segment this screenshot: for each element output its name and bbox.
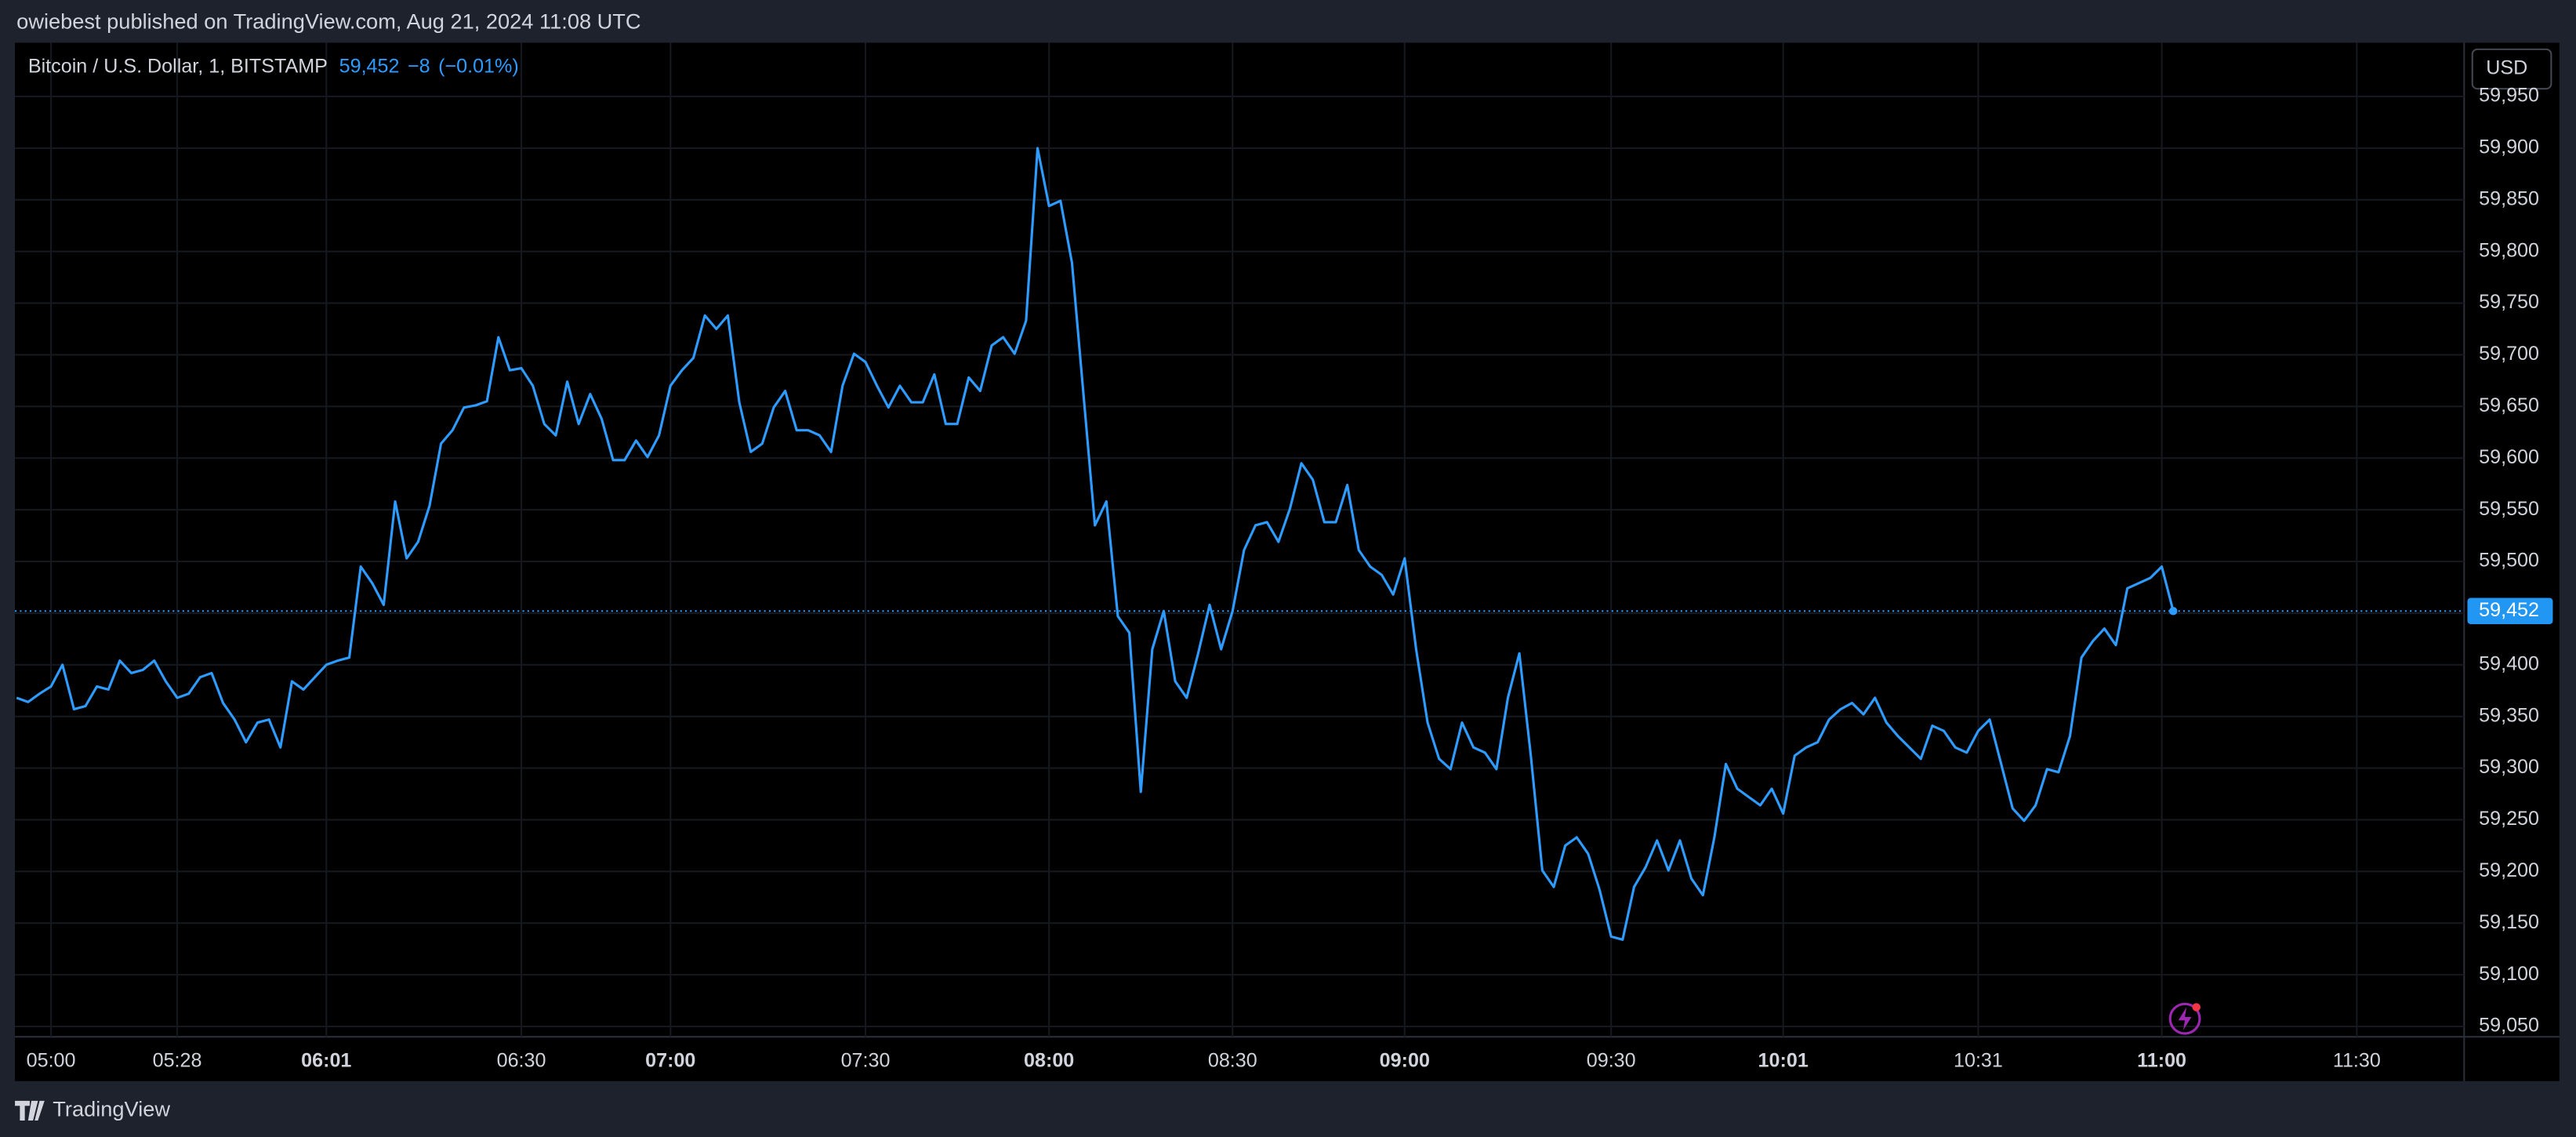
logo xyxy=(15,1100,45,1121)
x-tick-label: 10:01 xyxy=(1758,1049,1809,1071)
y-tick-label: 59,300 xyxy=(2479,756,2539,778)
notification-dot xyxy=(2192,1003,2200,1012)
x-tick-label: 08:00 xyxy=(1024,1049,1074,1071)
y-tick-label: 59,900 xyxy=(2479,136,2539,158)
y-tick-label: 59,050 xyxy=(2479,1015,2539,1037)
grid xyxy=(15,42,2465,1037)
y-tick-label: 59,600 xyxy=(2479,446,2539,468)
y-tick-label: 59,850 xyxy=(2479,187,2539,209)
x-tick-label: 08:30 xyxy=(1208,1049,1257,1071)
currency-label[interactable]: USD xyxy=(2486,57,2527,79)
x-tick-label: 07:30 xyxy=(841,1049,891,1071)
y-tick-label: 59,100 xyxy=(2479,963,2539,985)
header-change-percent: (−0.01%) xyxy=(438,56,519,78)
last-price-label: 59,452 xyxy=(2479,599,2539,621)
lightning-glyph xyxy=(2178,1007,2192,1030)
x-tick-label: 06:01 xyxy=(301,1049,351,1071)
x-tick-label: 05:28 xyxy=(153,1049,202,1071)
header-price: 59,452 xyxy=(339,56,400,78)
x-tick-label: 07:00 xyxy=(645,1049,695,1071)
x-tick-label: 11:30 xyxy=(2333,1049,2381,1071)
y-tick-label: 59,550 xyxy=(2479,498,2539,520)
x-tick-label: 11:00 xyxy=(2137,1049,2186,1071)
symbol: Bitcoin / U.S. Dollar, 1, BITSTAMP xyxy=(28,56,328,78)
x-tick-label: 06:30 xyxy=(497,1049,546,1071)
x-tick-label: 09:00 xyxy=(1380,1049,1430,1071)
y-tick-label: 59,500 xyxy=(2479,550,2539,572)
x-tick-label: 10:31 xyxy=(1954,1049,2003,1071)
y-tick-label: 59,150 xyxy=(2479,911,2539,933)
header-change: −8 xyxy=(408,56,430,78)
x-tick-label: 09:30 xyxy=(1587,1049,1636,1071)
brand: TradingView xyxy=(53,1097,170,1121)
currency-button[interactable] xyxy=(2471,48,2552,90)
last-price-badge xyxy=(2467,598,2553,625)
y-tick-label: 59,750 xyxy=(2479,291,2539,313)
y-tick-label: 59,650 xyxy=(2479,394,2539,416)
y-tick-label: 59,250 xyxy=(2479,808,2539,830)
y-tick-label: 59,700 xyxy=(2479,343,2539,365)
lightning-icon[interactable] xyxy=(2168,1002,2201,1035)
y-tick-label: 59,800 xyxy=(2479,239,2539,261)
y-tick-label: 59,950 xyxy=(2479,85,2539,107)
price-line xyxy=(16,147,2175,941)
y-tick-label: 59,350 xyxy=(2479,704,2539,726)
y-tick-label: 59,200 xyxy=(2479,859,2539,881)
x-tick-label: 05:00 xyxy=(27,1049,76,1071)
y-tick-label: 59,400 xyxy=(2479,652,2539,674)
last-point xyxy=(2168,607,2178,616)
published-note: owiebest published on TradingView.com, A… xyxy=(16,9,640,34)
